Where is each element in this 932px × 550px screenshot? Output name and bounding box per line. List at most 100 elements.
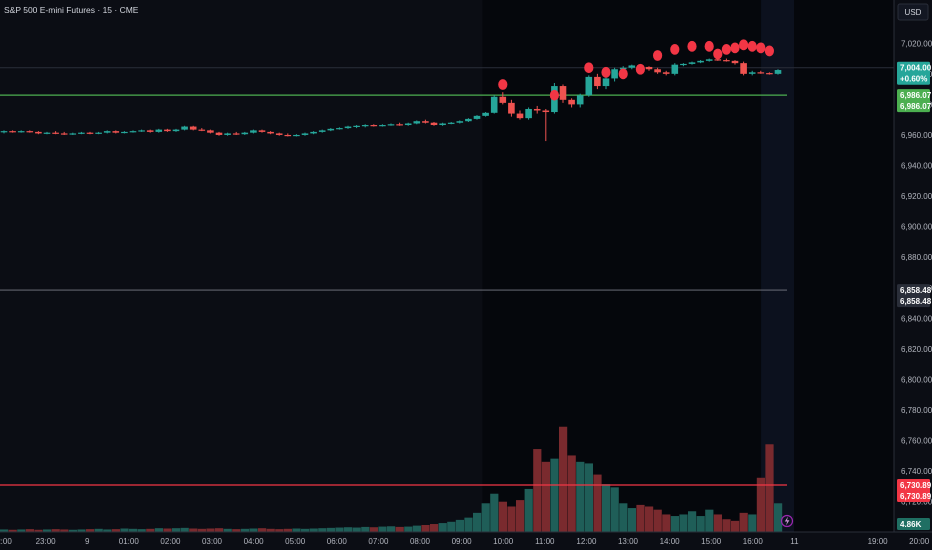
- volume-bar: [670, 516, 679, 532]
- candle-body: [447, 122, 455, 124]
- candle-body: [284, 134, 292, 137]
- lightning-icon[interactable]: [780, 514, 794, 528]
- volume-bar: [688, 511, 697, 532]
- price-axis[interactable]: [894, 0, 932, 532]
- candle-body: [594, 76, 601, 87]
- volume-bar: [421, 524, 430, 532]
- volume-bar: [68, 529, 77, 532]
- volume-bar: [679, 514, 688, 532]
- time-tick-label: 08:00: [410, 537, 431, 546]
- signal-dot: [498, 79, 508, 90]
- time-tick-label: 23:00: [36, 537, 57, 546]
- candle-body: [723, 60, 730, 62]
- volume-bar: [309, 528, 318, 532]
- candle-body: [542, 110, 550, 113]
- candle-body: [379, 125, 386, 127]
- volume-tag-text: 4.86K: [900, 520, 922, 529]
- time-tick-label: 9: [85, 537, 90, 546]
- signal-dot: [747, 40, 757, 52]
- signal-dot: [618, 68, 628, 80]
- volume-bar: [180, 527, 189, 532]
- time-tick-label: 06:00: [327, 537, 348, 546]
- volume-bar: [765, 444, 774, 532]
- volume-bar: [713, 514, 722, 532]
- candle-body: [482, 112, 489, 116]
- candle-body: [602, 78, 610, 87]
- price-tick-label: 6,840.00: [901, 314, 932, 323]
- volume-bar: [464, 517, 473, 532]
- time-axis[interactable]: [0, 532, 932, 550]
- candle-body: [60, 133, 68, 135]
- time-tick-label: 15:00: [701, 537, 722, 546]
- price-tick-label: 6,900.00: [901, 223, 932, 232]
- signal-dots: [498, 39, 775, 101]
- volume-bar: [120, 528, 129, 532]
- volume-bar: [189, 528, 198, 532]
- price-tick-label: 7,020.00: [901, 39, 932, 48]
- time-tick-label: 10:00: [493, 537, 514, 546]
- candle-body: [766, 73, 773, 75]
- price-tick-label: 6,780.00: [901, 406, 932, 415]
- candle-body: [17, 131, 25, 133]
- candle-body: [155, 129, 163, 132]
- signal-dot: [730, 42, 740, 54]
- currency-button[interactable]: [897, 3, 929, 21]
- candle-body: [671, 64, 679, 74]
- volume-bar: [507, 506, 516, 532]
- candle-body: [112, 131, 120, 133]
- candle-body: [697, 60, 704, 63]
- candle-body: [396, 124, 403, 126]
- volume-bar: [283, 528, 292, 532]
- volume-bar: [86, 529, 95, 532]
- price-line-tag-gray: [897, 284, 930, 308]
- price-tick-label: 6,740.00: [901, 467, 932, 476]
- price-line-tag-red-text: 6,730.89: [900, 492, 932, 501]
- volume-bar: [352, 527, 361, 532]
- volume-bar: [662, 514, 671, 532]
- signal-dot: [635, 63, 646, 75]
- time-axis-ticks: 2:00 23:00 9 01:00 02:00 03:00 04:00 05:00 06:00…: [0, 537, 930, 546]
- volume-bar: [215, 528, 224, 532]
- candle-body: [404, 123, 412, 126]
- signal-dot: [756, 42, 766, 54]
- price-tick-label: 6,820.00: [901, 345, 932, 354]
- currency-label: USD: [905, 8, 922, 17]
- volume-bar: [146, 528, 155, 532]
- candle-body: [327, 128, 335, 131]
- price-tick-label: 6,720.00: [901, 498, 932, 507]
- candle-body: [78, 132, 85, 134]
- signal-dot: [704, 40, 714, 52]
- candle-body: [215, 132, 223, 135]
- price-tags: 7,004.00 +0.60% 6,986.07 6,986.07 6,858.48 6,…: [897, 61, 932, 530]
- session-background: [482, 0, 894, 532]
- candle-body: [361, 125, 369, 127]
- time-tick-label: 05:00: [285, 537, 306, 546]
- volume-bar: [619, 503, 628, 532]
- candle-body: [731, 60, 739, 64]
- candle-body: [456, 121, 464, 123]
- volume-bar: [653, 509, 662, 532]
- candle-body: [654, 69, 661, 73]
- signal-dot: [549, 89, 560, 101]
- candle-body: [662, 72, 670, 74]
- candle-body: [473, 115, 481, 119]
- volume-bar: [610, 487, 619, 532]
- volume-bar: [344, 527, 353, 532]
- candle-body: [275, 133, 283, 135]
- candle-body: [189, 126, 197, 130]
- time-tick-label: 04:00: [244, 537, 265, 546]
- candle-body: [740, 63, 747, 74]
- candle-body: [318, 130, 326, 132]
- volume-bar: [541, 461, 550, 532]
- candle-body: [508, 102, 515, 114]
- volume-bar: [60, 529, 69, 532]
- volume-bar: [197, 528, 206, 532]
- volume-bar: [481, 503, 490, 532]
- candle-body: [181, 126, 188, 130]
- price-line-tag-gray-text: 6,858.48: [900, 286, 932, 295]
- time-tick-label: 11: [790, 537, 799, 546]
- volume-bar: [627, 508, 636, 532]
- time-tick-label: 03:00: [202, 537, 223, 546]
- signal-dot: [721, 43, 732, 55]
